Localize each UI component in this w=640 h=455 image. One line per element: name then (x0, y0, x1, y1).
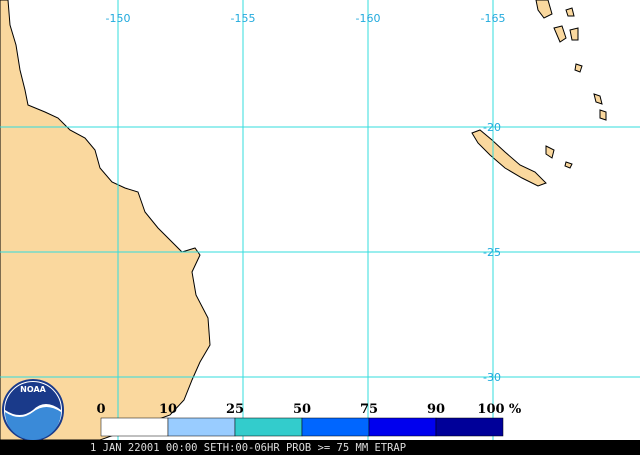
legend-tick-label: 50 (293, 402, 311, 417)
legend-tick-label: 90 (427, 402, 445, 417)
latitude-label: -20 (483, 121, 501, 134)
legend-tick-label: 10 (159, 402, 177, 417)
caption-bar (0, 440, 640, 455)
longitude-label: -165 (481, 12, 506, 25)
legend-tick-label: 25 (226, 402, 244, 417)
legend-swatch (435, 417, 504, 437)
legend-tick-label: 75 (360, 402, 378, 417)
longitude-label: -160 (356, 12, 381, 25)
legend-swatch (167, 417, 236, 437)
legend-unit: % (509, 402, 522, 417)
latitude-label: -25 (483, 246, 501, 259)
legend-swatch (100, 417, 169, 437)
caption: 1 JAN 22001 00:00 SETH:00-06HR PROB >= 7… (90, 442, 406, 454)
legend-tick-label: 0 (96, 402, 105, 417)
legend-tick-label: 100 (477, 402, 504, 417)
noaa-logo: NOAA (2, 379, 64, 441)
islands (535, 0, 607, 169)
new-caledonia (471, 129, 547, 187)
legend-swatch (234, 417, 303, 437)
logo-text: NOAA (20, 385, 46, 394)
longitude-label: -150 (106, 12, 131, 25)
legend-swatch (301, 417, 370, 437)
latitude-label: -30 (483, 371, 501, 384)
legend-swatch (368, 417, 437, 437)
graticule (0, 0, 640, 440)
australia-land (0, 0, 211, 441)
longitude-label: -155 (231, 12, 256, 25)
